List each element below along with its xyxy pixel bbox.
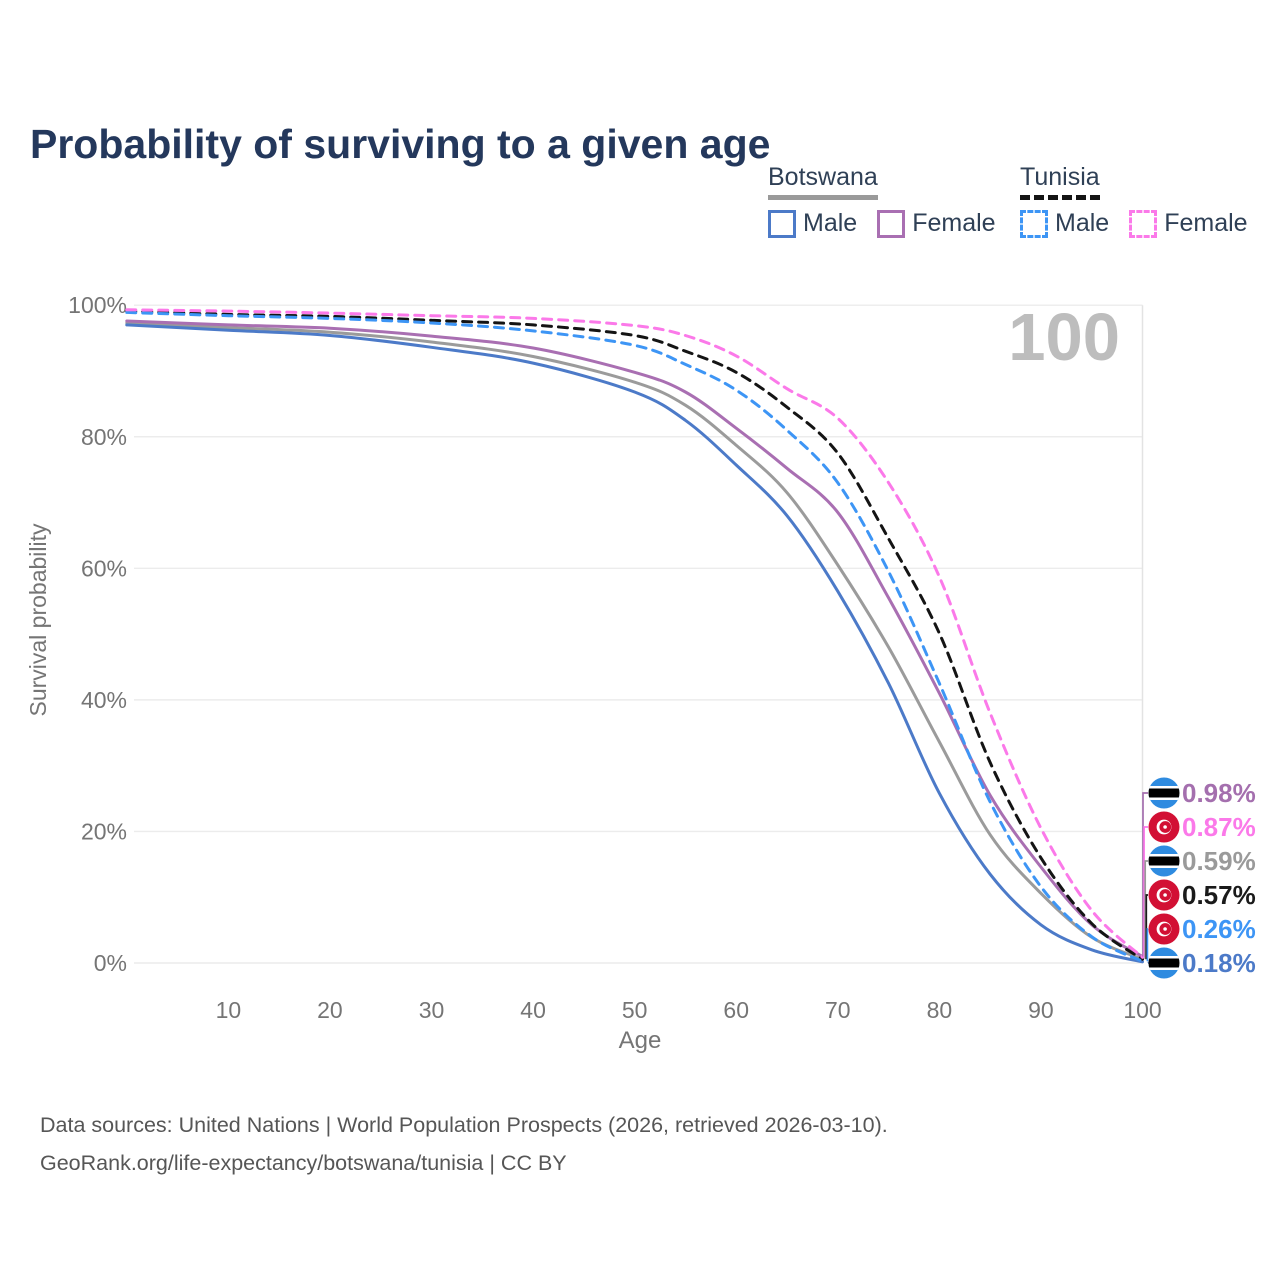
legend-row-tunisia: Male Female [1020,209,1268,238]
x-axis-ticks: 10 20 30 40 50 60 70 80 90 100 [216,997,1162,1023]
x-tick-label: 30 [419,997,445,1023]
x-tick-label: 80 [927,997,953,1023]
legend-group-tunisia: Tunisia Male Female [1020,163,1268,238]
legend-label-female: Female [912,209,996,237]
survival-curves [125,308,1144,964]
flag-botswana-icon [1148,845,1180,877]
label-connector [1147,961,1150,964]
label-connector [1145,894,1148,960]
tunisia-female-swatch-icon [1129,209,1158,238]
curve-botswana-combined-[interactable] [125,321,1144,961]
x-tick-label: 50 [622,997,648,1023]
curve-botswana-female[interactable] [125,319,1144,959]
end-labels: 0.98% 0.87% 0.59% 0.57% 0.26% 0.18% [1142,777,1256,979]
end-label-value: 0.98% [1182,778,1256,808]
footer: Data sources: United Nations | World Pop… [40,1106,888,1182]
y-axis-title: Survival probability [25,523,51,717]
legend-item-botswana-male[interactable]: Male [768,209,857,238]
end-label-value: 0.26% [1182,914,1256,944]
y-tick-label: 20% [81,818,127,844]
x-tick-label: 70 [825,997,851,1023]
curve-tunisia-female[interactable] [125,308,1144,959]
y-tick-label: 40% [81,687,127,713]
label-connector [1146,928,1149,962]
legend-row-botswana: Male Female [768,209,1016,238]
flag-tunisia-icon [1148,879,1180,911]
y-tick-label: 80% [81,424,127,450]
end-label-value: 0.59% [1182,846,1256,876]
legend-country-botswana[interactable]: Botswana [768,163,878,200]
flag-tunisia-icon [1148,913,1180,945]
gridlines [134,304,1144,964]
legend-label-male: Male [803,209,858,237]
end-label-value: 0.18% [1182,948,1256,978]
data-sources-line: Data sources: United Nations | World Pop… [40,1113,888,1137]
legend-label-male: Male [1055,209,1110,237]
tunisia-male-swatch-icon [1020,209,1048,238]
botswana-male-swatch-icon [768,209,796,238]
x-tick-label: 10 [216,997,242,1023]
end-label-value: 0.87% [1182,812,1256,842]
x-tick-label: 40 [520,997,546,1023]
botswana-female-swatch-icon [877,209,906,238]
flag-tunisia-icon [1148,811,1180,843]
y-tick-label: 0% [94,950,127,976]
curve-tunisia-male[interactable] [125,310,1144,963]
x-tick-label: 90 [1028,997,1054,1023]
legend-item-botswana-female[interactable]: Female [877,209,996,238]
age-watermark: 100 [1008,300,1120,375]
legend-country-tunisia[interactable]: Tunisia [1020,163,1100,200]
end-label-value: 0.57% [1182,880,1256,910]
x-tick-label: 60 [723,997,749,1023]
flag-botswana-icon [1148,947,1180,979]
x-axis-title: Age [619,1027,662,1054]
attribution-line: GeoRank.org/life-expectancy/botswana/tun… [40,1151,567,1175]
label-connector [1144,860,1148,960]
label-connector [1143,826,1148,958]
curve-botswana-male[interactable] [125,323,1144,964]
label-connector [1142,792,1148,957]
legend-item-tunisia-female[interactable]: Female [1129,209,1248,238]
y-tick-label: 60% [81,555,127,581]
y-axis-ticks: 0% 20% 40% 60% 80% 100% [68,292,127,976]
y-tick-label: 100% [68,292,127,318]
flag-botswana-icon [1148,777,1180,809]
curve-tunisia-combined-[interactable] [125,309,1144,961]
x-tick-label: 100 [1123,997,1161,1023]
legend-label-female: Female [1164,209,1248,237]
legend-group-botswana: Botswana Male Female [768,163,1016,238]
page-title: Probability of surviving to a given age [30,121,771,168]
legend-item-tunisia-male[interactable]: Male [1020,209,1109,238]
x-tick-label: 20 [317,997,343,1023]
